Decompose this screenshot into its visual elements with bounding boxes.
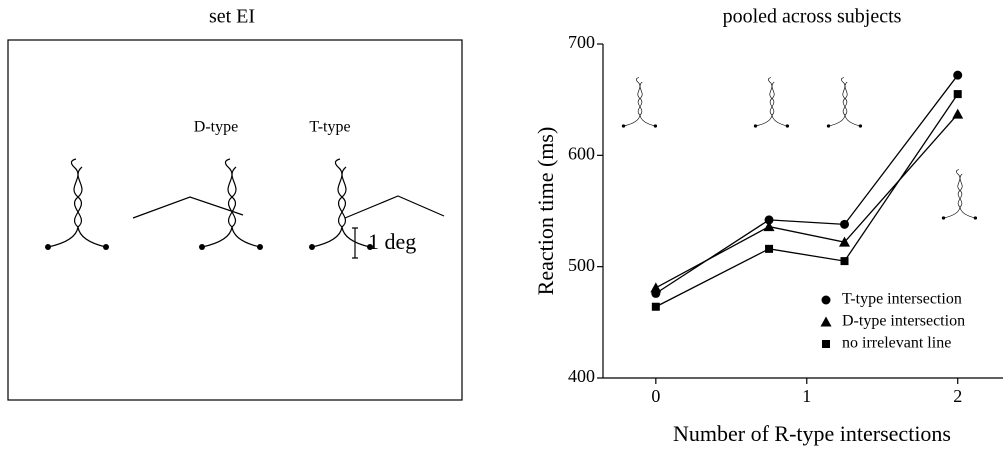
icon: [754, 78, 789, 128]
page: set EI D-type T-type 1 deg pooled across…: [0, 0, 1007, 450]
data-point: [952, 109, 963, 119]
x-tick-label: 1: [802, 386, 811, 406]
chart-title: pooled across subjects: [723, 6, 902, 28]
irrelevant-line: [345, 196, 444, 218]
x-tick-label: 0: [651, 386, 660, 406]
data-point: [650, 282, 661, 292]
data-point: [841, 257, 849, 265]
y-tick-label: 500: [568, 255, 595, 275]
data-point: [954, 90, 962, 98]
series-line: [656, 75, 958, 293]
data-point: [765, 245, 773, 253]
x-axis-label: Number of R-type intersections: [673, 421, 951, 446]
legend-marker: [822, 296, 831, 305]
data-point: [840, 220, 849, 229]
stimulus: [309, 159, 373, 250]
irrelevant-line: [133, 197, 243, 218]
y-tick-label: 400: [568, 366, 595, 386]
series-line: [656, 114, 958, 288]
y-axis-label: Reaction time (ms): [533, 127, 558, 296]
icon: [942, 170, 977, 220]
legend-label: no irrelevant line: [842, 335, 951, 352]
panel-title: set EI: [209, 6, 255, 28]
legend-marker: [822, 340, 830, 348]
label: T-type: [309, 119, 350, 136]
series-line: [656, 94, 958, 307]
label: D-type: [194, 119, 238, 136]
y-tick-label: 700: [568, 32, 595, 52]
icon: [827, 78, 862, 128]
legend-label: D-type intersection: [842, 313, 965, 330]
x-tick-label: 2: [953, 386, 962, 406]
data-point: [652, 303, 660, 311]
stimulus: [45, 159, 109, 250]
legend-marker: [821, 317, 832, 327]
y-tick-label: 600: [568, 143, 595, 163]
stimulus: [199, 159, 263, 250]
figure: set EI D-type T-type 1 deg pooled across…: [0, 0, 1007, 450]
data-point: [953, 71, 962, 80]
scale-label: 1 deg: [368, 229, 416, 254]
legend-label: T-type intersection: [842, 291, 962, 308]
icon: [622, 78, 657, 128]
